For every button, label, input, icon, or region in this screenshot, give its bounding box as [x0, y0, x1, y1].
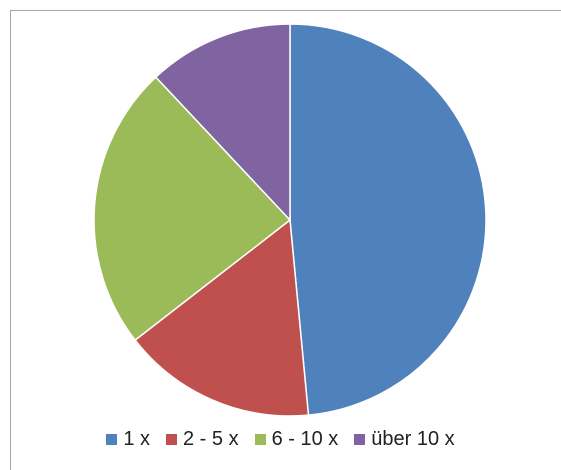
legend-item-1x: 1 x — [106, 428, 150, 451]
chart-area-border — [10, 10, 561, 470]
pie-slice-1-x — [289, 23, 487, 416]
legend-swatch — [166, 434, 177, 445]
legend-item-2-5x: 2 - 5 x — [166, 428, 239, 451]
legend-item-6-10x: 6 - 10 x — [254, 428, 339, 451]
legend-swatch — [354, 434, 366, 445]
pie-chart — [93, 23, 487, 417]
pie-slice--ber-10-x — [154, 23, 291, 222]
legend-label: über 10 x — [371, 428, 455, 450]
pie-slice-6-10-x — [93, 76, 292, 342]
legend-label: 6 - 10 x — [271, 428, 339, 450]
legend-swatch — [254, 434, 266, 445]
chart-legend: 1 x 2 - 5 x 6 - 10 x über 10 x — [0, 428, 561, 451]
legend-label: 2 - 5 x — [183, 428, 239, 450]
legend-swatch — [106, 434, 118, 445]
legend-label: 1 x — [123, 428, 150, 450]
legend-item-uber-10x: über 10 x — [354, 428, 455, 451]
pie-slices — [93, 23, 487, 417]
pie-slice-2-5-x — [134, 218, 310, 417]
